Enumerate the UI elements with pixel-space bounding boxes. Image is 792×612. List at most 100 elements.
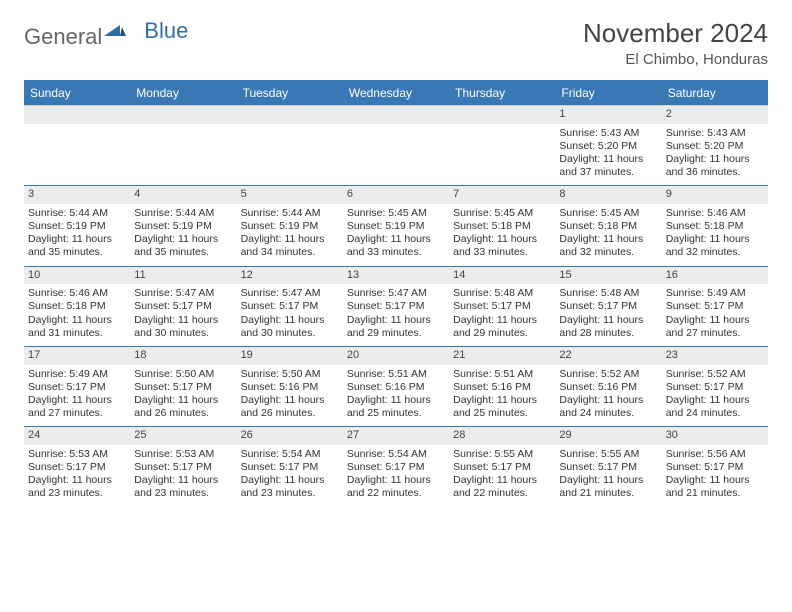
day-number: 5 (237, 185, 343, 204)
day-number: 15 (555, 266, 661, 285)
daylight-text: Daylight: 11 hours and 29 minutes. (347, 314, 445, 340)
sunset-text: Sunset: 5:17 PM (241, 461, 339, 474)
calendar-day-cell: 20Sunrise: 5:51 AMSunset: 5:16 PMDayligh… (343, 346, 449, 426)
sunset-text: Sunset: 5:16 PM (241, 381, 339, 394)
calendar-week-row: 17Sunrise: 5:49 AMSunset: 5:17 PMDayligh… (24, 346, 768, 426)
daylight-text: Daylight: 11 hours and 24 minutes. (666, 394, 764, 420)
sunset-text: Sunset: 5:17 PM (453, 461, 551, 474)
daylight-text: Daylight: 11 hours and 22 minutes. (453, 474, 551, 500)
daylight-text: Daylight: 11 hours and 27 minutes. (28, 394, 126, 420)
sunrise-text: Sunrise: 5:51 AM (347, 368, 445, 381)
sunset-text: Sunset: 5:19 PM (347, 220, 445, 233)
sunset-text: Sunset: 5:18 PM (28, 300, 126, 313)
sunrise-text: Sunrise: 5:46 AM (28, 287, 126, 300)
daylight-text: Daylight: 11 hours and 23 minutes. (134, 474, 232, 500)
sunset-text: Sunset: 5:17 PM (559, 300, 657, 313)
sunset-text: Sunset: 5:17 PM (134, 381, 232, 394)
day-number: 30 (662, 426, 768, 445)
day-number: 29 (555, 426, 661, 445)
sunrise-text: Sunrise: 5:43 AM (666, 127, 764, 140)
day-number (24, 105, 130, 124)
day-number: 19 (237, 346, 343, 365)
sunrise-text: Sunrise: 5:56 AM (666, 448, 764, 461)
sunset-text: Sunset: 5:17 PM (453, 300, 551, 313)
day-number: 11 (130, 266, 236, 285)
weekday-header: Wednesday (343, 82, 449, 105)
weekday-header-row: Sunday Monday Tuesday Wednesday Thursday… (24, 82, 768, 105)
daylight-text: Daylight: 11 hours and 28 minutes. (559, 314, 657, 340)
calendar-day-cell: 17Sunrise: 5:49 AMSunset: 5:17 PMDayligh… (24, 346, 130, 426)
sunset-text: Sunset: 5:17 PM (347, 300, 445, 313)
daylight-text: Daylight: 11 hours and 34 minutes. (241, 233, 339, 259)
sunset-text: Sunset: 5:17 PM (666, 300, 764, 313)
day-number: 25 (130, 426, 236, 445)
sunset-text: Sunset: 5:16 PM (453, 381, 551, 394)
sunrise-text: Sunrise: 5:46 AM (666, 207, 764, 220)
logo-text-general: General (24, 24, 102, 50)
sunrise-text: Sunrise: 5:54 AM (241, 448, 339, 461)
sunset-text: Sunset: 5:18 PM (559, 220, 657, 233)
calendar-week-row: 1Sunrise: 5:43 AMSunset: 5:20 PMDaylight… (24, 105, 768, 185)
sunrise-text: Sunrise: 5:53 AM (134, 448, 232, 461)
daylight-text: Daylight: 11 hours and 25 minutes. (347, 394, 445, 420)
day-number (130, 105, 236, 124)
sunrise-text: Sunrise: 5:52 AM (666, 368, 764, 381)
day-number: 2 (662, 105, 768, 124)
day-number (449, 105, 555, 124)
day-number: 26 (237, 426, 343, 445)
sunrise-text: Sunrise: 5:51 AM (453, 368, 551, 381)
day-number: 16 (662, 266, 768, 285)
sunset-text: Sunset: 5:18 PM (666, 220, 764, 233)
sunset-text: Sunset: 5:19 PM (241, 220, 339, 233)
daylight-text: Daylight: 11 hours and 25 minutes. (453, 394, 551, 420)
sunrise-text: Sunrise: 5:52 AM (559, 368, 657, 381)
daylight-text: Daylight: 11 hours and 24 minutes. (559, 394, 657, 420)
sunrise-text: Sunrise: 5:55 AM (559, 448, 657, 461)
day-number: 13 (343, 266, 449, 285)
day-number: 1 (555, 105, 661, 124)
calendar-day-cell: 6Sunrise: 5:45 AMSunset: 5:19 PMDaylight… (343, 185, 449, 265)
logo-mark-icon (104, 16, 126, 42)
sunrise-text: Sunrise: 5:45 AM (347, 207, 445, 220)
daylight-text: Daylight: 11 hours and 23 minutes. (28, 474, 126, 500)
day-number: 6 (343, 185, 449, 204)
sunset-text: Sunset: 5:20 PM (666, 140, 764, 153)
calendar-week-row: 10Sunrise: 5:46 AMSunset: 5:18 PMDayligh… (24, 266, 768, 346)
calendar-day-cell: 16Sunrise: 5:49 AMSunset: 5:17 PMDayligh… (662, 266, 768, 346)
day-number: 14 (449, 266, 555, 285)
daylight-text: Daylight: 11 hours and 30 minutes. (134, 314, 232, 340)
calendar-day-cell: 5Sunrise: 5:44 AMSunset: 5:19 PMDaylight… (237, 185, 343, 265)
calendar-day-cell: 14Sunrise: 5:48 AMSunset: 5:17 PMDayligh… (449, 266, 555, 346)
calendar-day-cell: 8Sunrise: 5:45 AMSunset: 5:18 PMDaylight… (555, 185, 661, 265)
sunset-text: Sunset: 5:19 PM (28, 220, 126, 233)
daylight-text: Daylight: 11 hours and 35 minutes. (134, 233, 232, 259)
calendar-body: 1 Sunrise: 5:43 AMSunset: 5:20 PM Daylight… (24, 105, 768, 506)
sunset-text: Sunset: 5:17 PM (28, 381, 126, 394)
sunset-text: Sunset: 5:19 PM (134, 220, 232, 233)
sunrise-text: Sunrise: 5:50 AM (134, 368, 232, 381)
sunrise-text: Sunrise: 5:48 AM (453, 287, 551, 300)
title-block: November 2024 El Chimbo, Honduras (583, 18, 768, 68)
sunrise-text: Sunrise: 5:47 AM (134, 287, 232, 300)
daylight-text: Daylight: 11 hours and 21 minutes. (559, 474, 657, 500)
weekday-header: Monday (130, 82, 236, 105)
day-number: 10 (24, 266, 130, 285)
calendar-day-cell: 27Sunrise: 5:54 AMSunset: 5:17 PMDayligh… (343, 426, 449, 506)
calendar-week-row: 24Sunrise: 5:53 AMSunset: 5:17 PMDayligh… (24, 426, 768, 506)
daylight-text: Daylight: 11 hours and 23 minutes. (241, 474, 339, 500)
sunset-text: Sunset: 5:18 PM (453, 220, 551, 233)
calendar-day-cell: 13Sunrise: 5:47 AMSunset: 5:17 PMDayligh… (343, 266, 449, 346)
daylight-text: Daylight: 11 hours and 31 minutes. (28, 314, 126, 340)
calendar-day-cell: 15Sunrise: 5:48 AMSunset: 5:17 PMDayligh… (555, 266, 661, 346)
sunrise-text: Sunrise: 5:54 AM (347, 448, 445, 461)
sunset-text: Sunset: 5:17 PM (134, 300, 232, 313)
logo: General Blue (24, 24, 188, 50)
weekday-header: Tuesday (237, 82, 343, 105)
weekday-header: Sunday (24, 82, 130, 105)
day-number: 4 (130, 185, 236, 204)
day-number: 27 (343, 426, 449, 445)
daylight-text: Daylight: 11 hours and 35 minutes. (28, 233, 126, 259)
sunrise-text: Sunrise: 5:55 AM (453, 448, 551, 461)
sunrise-text: Sunrise: 5:47 AM (241, 287, 339, 300)
daylight-text: Daylight: 11 hours and 32 minutes. (559, 233, 657, 259)
